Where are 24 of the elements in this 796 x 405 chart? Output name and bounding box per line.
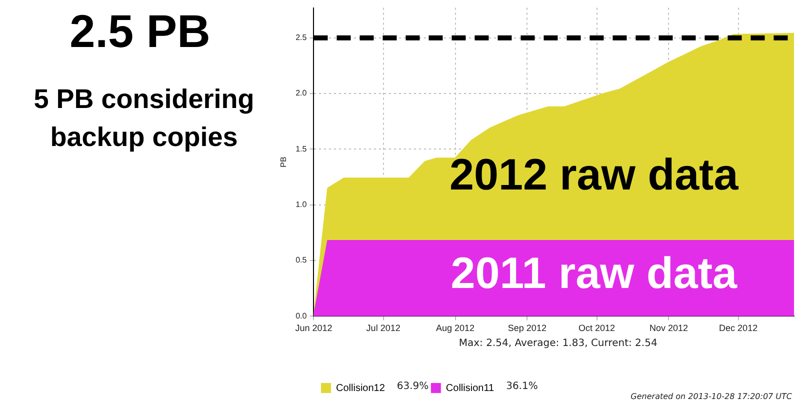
x-tick-label: Oct 2012 [578, 323, 616, 334]
y-tick-label: 0.5 [296, 256, 308, 265]
y-tick-label: 2.5 [296, 33, 308, 42]
x-tick-label: Jul 2012 [366, 323, 400, 334]
y-tick-label: 0.0 [296, 311, 308, 320]
x-tick-label: Sep 2012 [508, 323, 546, 334]
text: 36.1% [506, 381, 538, 392]
x-tick-label: Dec 2012 [719, 323, 758, 334]
x-tick-label: Jun 2012 [295, 323, 332, 334]
y-tick-label: 1.0 [296, 200, 308, 210]
y-tick-label: 2.0 [296, 88, 308, 98]
y-axis-title: PB [279, 156, 288, 168]
x-tick-label: Nov 2012 [649, 323, 688, 334]
ref-line-label: 2.5 PB [68, 4, 212, 58]
annotation: 2012 raw data [450, 150, 739, 200]
legend-label: Collision12 [336, 382, 386, 394]
annotation: 2011 raw data [450, 249, 738, 298]
text: 63.9% [396, 381, 429, 392]
text: 5 PB considering backup copies [32, 83, 256, 154]
text: Generated on 2013-10-28 17:20:07 UTC [630, 392, 792, 401]
y-tick-label: 1.5 [296, 144, 308, 154]
text: Max: 2.54, Average: 1.83, Current: 2.54 [458, 338, 658, 349]
legend-label: Collision11 [446, 382, 495, 394]
x-tick-label: Aug 2012 [436, 323, 475, 334]
